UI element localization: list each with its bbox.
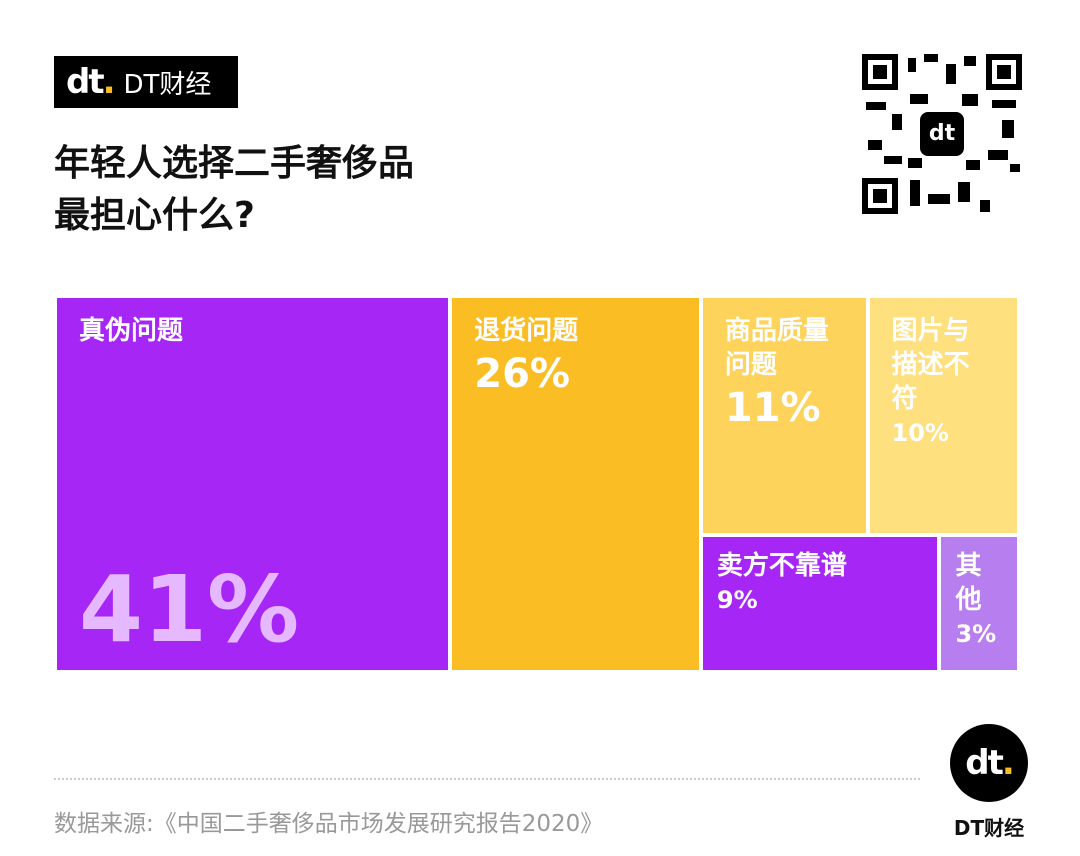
divider bbox=[54, 778, 920, 780]
cell-label: 图片与 描述不符 bbox=[891, 316, 970, 414]
cell-label: 卖方不靠谱 bbox=[716, 551, 847, 582]
treemap-cell: 卖方不靠谱 9% bbox=[702, 537, 938, 670]
chart-title: 年轻人选择二手奢侈品 最担心什么? bbox=[54, 143, 415, 236]
svg-text:dt: dt bbox=[929, 121, 956, 146]
treemap-cell: 其他 3% bbox=[941, 537, 1017, 670]
brand-name: DT财经 bbox=[123, 69, 212, 100]
brand-logo: dt. DT财经 bbox=[54, 56, 238, 108]
treemap-cell: 真伪问题 41% bbox=[57, 298, 449, 670]
value-label: 26% bbox=[474, 351, 570, 397]
value-label: 3% bbox=[955, 620, 997, 649]
value-label: 41% bbox=[79, 555, 300, 663]
treemap-cell: 退货问题 26% bbox=[452, 298, 699, 670]
cell-label: 真伪问题 bbox=[79, 316, 184, 346]
value-label: 10% bbox=[891, 419, 949, 447]
value-label: 9% bbox=[716, 586, 758, 615]
cell-label: 商品质量 问题 bbox=[724, 316, 829, 380]
treemap-cell: 图片与 描述不符 10% bbox=[869, 298, 1017, 534]
logo-mark: dt. bbox=[66, 62, 116, 102]
cell-label: 退货问题 bbox=[474, 316, 579, 346]
source-note: 数据来源:《中国二手奢侈品市场发展研究报告2020》 bbox=[54, 811, 604, 837]
footer-logo: dt. bbox=[950, 724, 1028, 802]
value-label: 11% bbox=[724, 385, 821, 431]
qr-code: dt bbox=[862, 54, 1022, 214]
cell-label: 其他 bbox=[955, 551, 982, 616]
footer-brand: DT财经 bbox=[953, 816, 1025, 840]
treemap-cell: 商品质量 问题 11% bbox=[702, 298, 866, 534]
